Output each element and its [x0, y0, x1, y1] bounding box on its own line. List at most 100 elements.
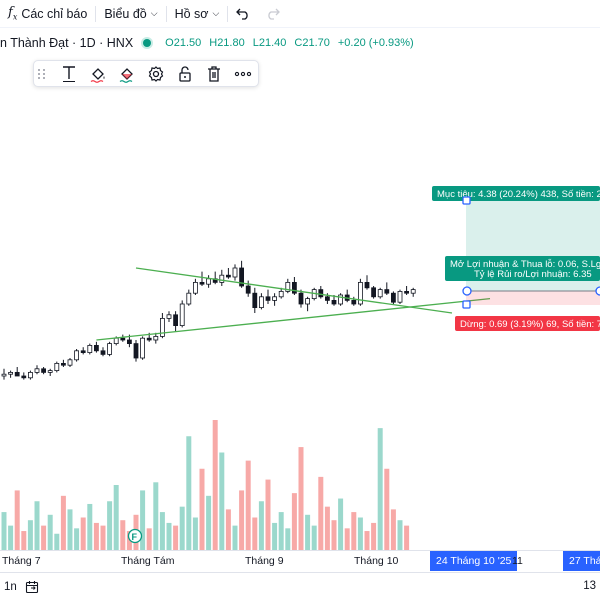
volume-bar [397, 520, 403, 550]
candle-body [291, 281, 297, 294]
function-icon: fx [8, 5, 18, 22]
candle-body [245, 285, 251, 294]
candle [8, 370, 14, 378]
fill-color-icon [90, 67, 105, 83]
volume-bar [311, 525, 317, 550]
candle [298, 289, 304, 308]
volume-bar [126, 531, 132, 550]
delete-button[interactable] [200, 62, 229, 86]
drawing-toolbar [33, 60, 259, 87]
candle [94, 341, 99, 353]
line-color-button[interactable] [112, 62, 141, 86]
volume-bar [120, 520, 126, 550]
candle-body [159, 317, 165, 337]
text-button[interactable] [54, 62, 83, 86]
time-label-aug: Tháng Tám [121, 555, 175, 567]
candle-body [87, 344, 93, 353]
drag-handle-icon[interactable] [38, 66, 46, 82]
toolbar-divider [95, 5, 97, 22]
time-label-nov: 11 [512, 555, 523, 567]
candle [1, 368, 7, 380]
candle [54, 361, 60, 373]
candlesticks [1, 260, 416, 380]
triangle-trendlines[interactable] [96, 267, 491, 341]
volume-bar [8, 525, 14, 550]
trendline-upper[interactable] [135, 267, 453, 314]
time-axis[interactable]: Tháng 7 Tháng Tám Tháng 9 Tháng 10 24 Th… [0, 550, 600, 571]
volume-bar [80, 517, 86, 550]
toolbar-divider [165, 5, 167, 22]
chart-type-button[interactable]: Biểu đồ ⌵ [96, 0, 165, 28]
candle-body [127, 339, 132, 344]
candle [80, 347, 86, 355]
price-chart[interactable]: Mục tiêu: 4.38 (20.24%) 438, Số tiền: 2 … [0, 95, 600, 550]
target-handle[interactable] [462, 196, 471, 205]
candle [192, 278, 198, 295]
candle [410, 287, 416, 297]
range-1d-button[interactable]: 1n [4, 581, 17, 593]
top-toolbar: fx Các chỉ báo Biểu đồ ⌵ Hồ sơ ⌵ [0, 0, 600, 28]
time-label-sep: Tháng 9 [245, 555, 284, 567]
candle [27, 370, 33, 380]
trendline-lower[interactable] [96, 297, 491, 341]
target-label: Mục tiêu: 4.38 (20.24%) 438, Số tiền: 2 [437, 189, 600, 200]
candle [291, 277, 297, 295]
profile-button[interactable]: Hồ sơ ⌵ [167, 0, 228, 28]
time-range-start-badge: 24 Tháng 10 '25 [430, 551, 518, 571]
close-value: C21.70 [294, 37, 330, 49]
line-color-icon [119, 67, 133, 83]
candle-body [27, 371, 33, 379]
volume-bar [298, 447, 304, 550]
stop-zone [466, 291, 600, 305]
pnl-label-box [445, 256, 600, 281]
long-position-tool[interactable]: Mục tiêu: 4.38 (20.24%) 438, Số tiền: 2 … [432, 186, 600, 331]
lock-button[interactable] [171, 62, 200, 86]
candle-body [107, 343, 112, 355]
candle-body [153, 335, 159, 341]
fill-color-button[interactable] [83, 62, 112, 86]
calendar-goto-icon[interactable] [25, 580, 39, 594]
more-button[interactable] [229, 62, 258, 86]
candle-body [239, 267, 245, 287]
volume-bar [166, 522, 172, 550]
entry-handle[interactable] [462, 286, 472, 296]
volume-bar [159, 512, 165, 550]
entry-right-handle[interactable] [595, 286, 600, 296]
candle [206, 275, 212, 288]
more-icon [235, 71, 252, 76]
candle-body [100, 350, 106, 355]
volume-bar [41, 525, 47, 550]
symbol-title[interactable]: n Thành Đạt · 1D · HNX [0, 36, 134, 50]
volume-bar [1, 512, 7, 550]
time-label-jul: Tháng 7 [2, 555, 41, 567]
candle [278, 287, 284, 299]
volume-bar [258, 501, 264, 550]
volume-bar [272, 522, 278, 550]
candle-body [166, 314, 172, 319]
toolbar-divider [227, 5, 229, 22]
candle [377, 287, 383, 299]
undo-button[interactable] [228, 0, 258, 28]
candle-body [8, 371, 14, 375]
candle-body [120, 337, 126, 341]
earnings-marker[interactable]: F [127, 528, 143, 544]
indicators-button[interactable]: fx Các chỉ báo [0, 0, 95, 28]
candle-body [146, 337, 152, 341]
candle-body [225, 274, 231, 278]
candle [344, 289, 350, 303]
candle-body [34, 368, 40, 373]
settings-icon [148, 65, 164, 82]
candle-body [278, 290, 284, 298]
candle [34, 365, 40, 375]
volume-bar [351, 512, 357, 550]
volume-bar [305, 514, 311, 550]
redo-button[interactable] [258, 0, 288, 28]
candle [245, 280, 251, 297]
volume-bar [146, 528, 152, 550]
high-value: H21.80 [209, 37, 245, 49]
settings-button[interactable] [141, 62, 170, 86]
volume-bar [206, 495, 212, 550]
candle-body [390, 292, 396, 303]
stop-handle[interactable] [462, 300, 471, 309]
change-value: +0.20 (+0.93%) [337, 37, 414, 49]
